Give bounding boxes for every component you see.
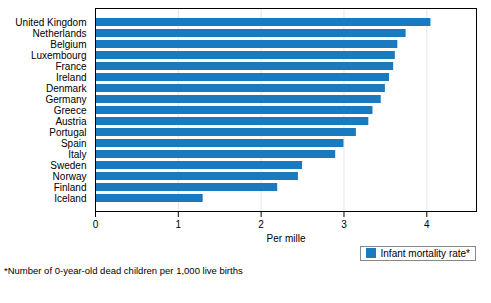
svg-text:Netherlands: Netherlands bbox=[33, 28, 87, 39]
svg-text:Sweden: Sweden bbox=[50, 160, 86, 171]
svg-text:Norway: Norway bbox=[53, 171, 87, 182]
svg-text:Italy: Italy bbox=[68, 149, 86, 160]
svg-text:Spain: Spain bbox=[61, 138, 87, 149]
svg-text:Luxembourg: Luxembourg bbox=[31, 50, 87, 61]
svg-text:Germany: Germany bbox=[45, 94, 86, 105]
svg-text:2: 2 bbox=[258, 219, 264, 230]
svg-text:4: 4 bbox=[424, 219, 430, 230]
svg-text:France: France bbox=[55, 61, 87, 72]
svg-text:Belgium: Belgium bbox=[50, 39, 86, 50]
svg-text:Denmark: Denmark bbox=[46, 83, 88, 94]
svg-text:Austria: Austria bbox=[55, 116, 87, 127]
svg-text:3: 3 bbox=[341, 219, 347, 230]
svg-text:Ireland: Ireland bbox=[56, 72, 87, 83]
html-text:*Number of 0-year-old dead chi: *Number of 0-year-old dead children per … bbox=[4, 265, 243, 276]
svg-text:Per mille: Per mille bbox=[267, 233, 306, 244]
svg-text:Finland: Finland bbox=[54, 182, 87, 193]
svg-text:Greece: Greece bbox=[54, 105, 87, 116]
html-text:Infant mortality rate*: Infant mortality rate* bbox=[380, 247, 470, 259]
svg-text:United Kingdom: United Kingdom bbox=[15, 17, 86, 28]
svg-text:1: 1 bbox=[176, 219, 182, 230]
svg-text:Iceland: Iceland bbox=[54, 193, 86, 204]
svg-text:0: 0 bbox=[93, 219, 99, 230]
svg-text:Portugal: Portugal bbox=[49, 127, 86, 138]
